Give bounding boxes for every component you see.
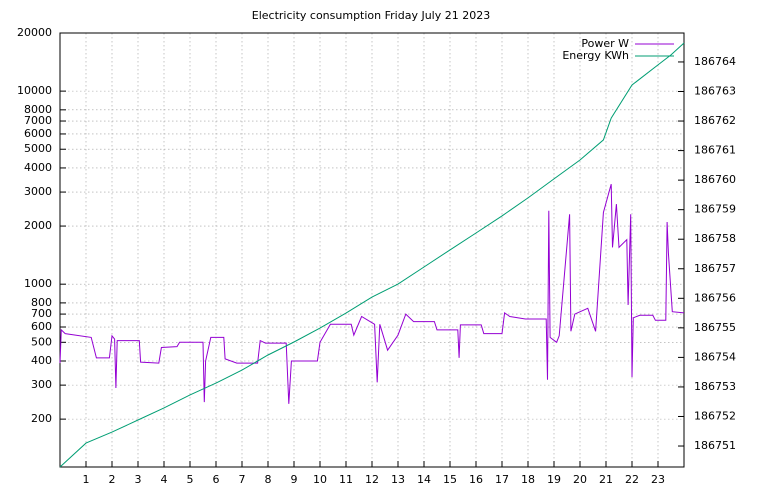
series-line [59, 183, 685, 404]
y-tick-label: 800 [31, 296, 52, 309]
x-tick-label: 23 [651, 473, 665, 486]
x-tick-label: 20 [573, 473, 587, 486]
x-tick-label: 22 [625, 473, 639, 486]
y-tick-label: 700 [31, 307, 52, 320]
y2-tick-label: 186763 [694, 84, 736, 97]
y2-tick-label: 186752 [694, 409, 736, 422]
y-tick-label: 600 [31, 320, 52, 333]
x-tick-label: 15 [443, 473, 457, 486]
x-tick-label: 11 [339, 473, 353, 486]
y2-tick-label: 186753 [694, 380, 736, 393]
y2-tick-label: 186756 [694, 291, 736, 304]
x-tick-label: 1 [83, 473, 90, 486]
y-tick-label: 4000 [24, 161, 52, 174]
x-tick-label: 7 [239, 473, 246, 486]
x-tick-label: 3 [135, 473, 142, 486]
x-tick-label: 16 [469, 473, 483, 486]
x-tick-label: 6 [213, 473, 220, 486]
legend-label: Energy KWh [562, 49, 629, 62]
y2-tick-label: 186757 [694, 262, 736, 275]
x-tick-label: 9 [291, 473, 298, 486]
x-tick-label: 4 [161, 473, 168, 486]
y2-tick-label: 186764 [694, 55, 736, 68]
x-tick-label: 2 [109, 473, 116, 486]
x-tick-label: 14 [417, 473, 431, 486]
plot-frame [59, 32, 685, 468]
x-tick-label: 18 [521, 473, 535, 486]
x-tick-label: 13 [391, 473, 405, 486]
y-tick-label: 6000 [24, 127, 52, 140]
y2-tick-label: 186760 [694, 173, 736, 186]
y2-tick-label: 186762 [694, 114, 736, 127]
y-tick-label: 500 [31, 335, 52, 348]
x-tick-label: 12 [365, 473, 379, 486]
y-tick-label: 5000 [24, 142, 52, 155]
x-tick-label: 10 [313, 473, 327, 486]
y-tick-label: 1000 [24, 277, 52, 290]
y-tick-label: 200 [31, 412, 52, 425]
y-tick-label: 10000 [17, 84, 52, 97]
y2-tick-label: 186755 [694, 321, 736, 334]
y-tick-label: 20000 [17, 26, 52, 39]
x-tick-label: 17 [495, 473, 509, 486]
y2-tick-label: 186759 [694, 203, 736, 216]
x-tick-label: 19 [547, 473, 561, 486]
y-tick-label: 300 [31, 378, 52, 391]
x-tick-label: 8 [265, 473, 272, 486]
series-line [59, 42, 685, 468]
x-tick-label: 21 [599, 473, 613, 486]
y2-tick-label: 186758 [694, 232, 736, 245]
y-tick-label: 2000 [24, 219, 52, 232]
y-tick-label: 3000 [24, 185, 52, 198]
chart-title: Electricity consumption Friday July 21 2… [252, 9, 490, 22]
y2-tick-label: 186761 [694, 144, 736, 157]
y-tick-label: 400 [31, 354, 52, 367]
y-tick-label: 7000 [24, 114, 52, 127]
legend-label: Power W [581, 37, 629, 50]
y-tick-label: 8000 [24, 103, 52, 116]
y2-tick-label: 186754 [694, 350, 736, 363]
y2-tick-label: 186751 [694, 439, 736, 452]
x-tick-label: 5 [187, 473, 194, 486]
